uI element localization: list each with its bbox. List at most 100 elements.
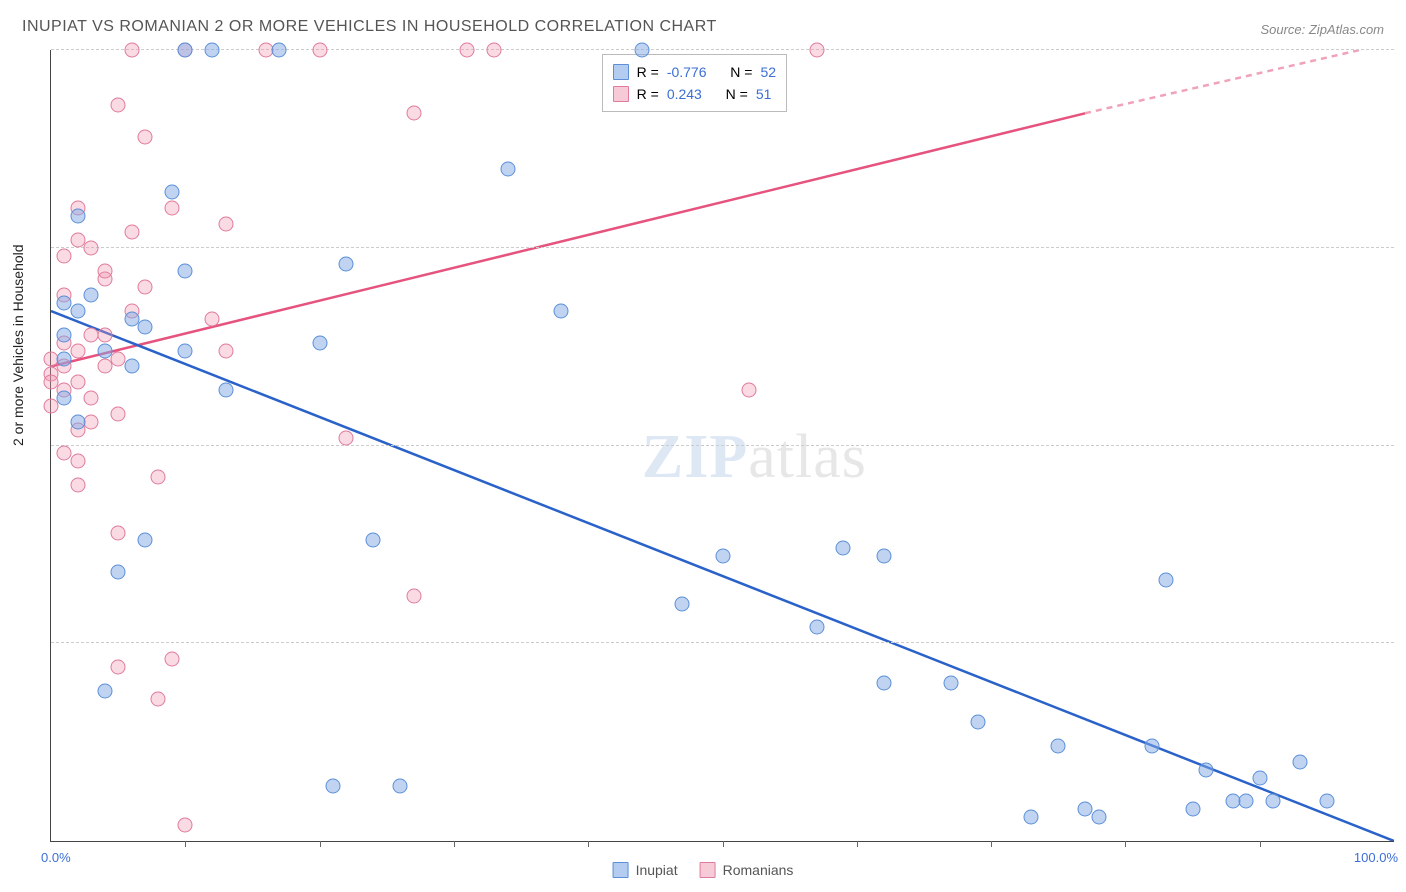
scatter-point-romanians	[84, 414, 99, 429]
grid-line	[51, 247, 1394, 248]
scatter-point-inupiat	[57, 391, 72, 406]
scatter-point-inupiat	[1145, 739, 1160, 754]
x-tick	[723, 841, 724, 847]
scatter-point-romanians	[84, 240, 99, 255]
scatter-point-romanians	[406, 106, 421, 121]
x-axis-max-label: 100.0%	[1354, 850, 1398, 865]
watermark: ZIPatlas	[642, 422, 867, 493]
watermark-zip: ZIP	[642, 423, 748, 491]
scatter-point-romanians	[312, 43, 327, 58]
scatter-point-inupiat	[138, 319, 153, 334]
scatter-point-inupiat	[1239, 794, 1254, 809]
grid-line	[51, 642, 1394, 643]
scatter-point-inupiat	[164, 185, 179, 200]
x-tick	[454, 841, 455, 847]
scatter-point-inupiat	[57, 351, 72, 366]
scatter-point-inupiat	[124, 359, 139, 374]
scatter-point-inupiat	[500, 161, 515, 176]
scatter-point-romanians	[178, 818, 193, 833]
scatter-point-romanians	[809, 43, 824, 58]
scatter-point-inupiat	[1051, 739, 1066, 754]
scatter-point-inupiat	[178, 43, 193, 58]
scatter-point-inupiat	[1319, 794, 1334, 809]
scatter-point-inupiat	[554, 304, 569, 319]
scatter-point-inupiat	[326, 778, 341, 793]
n-label: N =	[730, 61, 752, 83]
scatter-point-inupiat	[1185, 802, 1200, 817]
scatter-point-inupiat	[70, 414, 85, 429]
trend-lines-svg	[51, 50, 1394, 841]
scatter-point-romanians	[205, 311, 220, 326]
scatter-point-romanians	[97, 359, 112, 374]
scatter-point-romanians	[57, 248, 72, 263]
chart-plot-area: ZIPatlas 0.0% 100.0% R = -0.776 N = 52 R…	[50, 50, 1394, 842]
scatter-point-romanians	[138, 130, 153, 145]
legend-item-inupiat: Inupiat	[613, 862, 678, 878]
scatter-point-inupiat	[634, 43, 649, 58]
scatter-point-romanians	[164, 652, 179, 667]
scatter-point-romanians	[138, 280, 153, 295]
x-tick	[1260, 841, 1261, 847]
x-tick	[991, 841, 992, 847]
n-label: N =	[726, 83, 748, 105]
scatter-point-inupiat	[97, 343, 112, 358]
swatch-blue-icon	[613, 64, 629, 80]
scatter-point-inupiat	[111, 565, 126, 580]
scatter-point-inupiat	[1024, 810, 1039, 825]
y-axis-label: 2 or more Vehicles in Household	[10, 244, 26, 446]
x-tick	[588, 841, 589, 847]
scatter-point-romanians	[111, 659, 126, 674]
scatter-point-inupiat	[178, 343, 193, 358]
scatter-point-romanians	[124, 43, 139, 58]
legend-row-pink: R = 0.243 N = 51	[613, 83, 776, 105]
scatter-point-inupiat	[339, 256, 354, 271]
scatter-point-romanians	[111, 98, 126, 113]
scatter-point-romanians	[84, 391, 99, 406]
scatter-point-romanians	[218, 217, 233, 232]
scatter-point-inupiat	[84, 288, 99, 303]
scatter-point-inupiat	[138, 533, 153, 548]
scatter-point-inupiat	[1091, 810, 1106, 825]
series-legend: Inupiat Romanians	[613, 862, 794, 878]
scatter-point-inupiat	[218, 383, 233, 398]
legend-label-romanians: Romanians	[723, 862, 794, 878]
n-value-pink: 51	[756, 83, 772, 105]
scatter-point-inupiat	[675, 596, 690, 611]
scatter-point-inupiat	[178, 264, 193, 279]
r-value-pink: 0.243	[667, 83, 702, 105]
x-tick	[320, 841, 321, 847]
scatter-point-inupiat	[70, 209, 85, 224]
scatter-point-inupiat	[57, 327, 72, 342]
correlation-legend: R = -0.776 N = 52 R = 0.243 N = 51	[602, 54, 787, 112]
scatter-point-inupiat	[970, 715, 985, 730]
grid-line	[51, 49, 1394, 50]
x-tick	[857, 841, 858, 847]
scatter-point-romanians	[164, 201, 179, 216]
scatter-point-inupiat	[1292, 754, 1307, 769]
scatter-point-romanians	[70, 454, 85, 469]
scatter-point-romanians	[406, 588, 421, 603]
scatter-point-inupiat	[715, 549, 730, 564]
n-value-blue: 52	[760, 61, 776, 83]
scatter-point-romanians	[742, 383, 757, 398]
scatter-point-romanians	[44, 398, 59, 413]
scatter-point-inupiat	[876, 675, 891, 690]
scatter-point-inupiat	[366, 533, 381, 548]
scatter-point-inupiat	[809, 620, 824, 635]
scatter-point-romanians	[460, 43, 475, 58]
scatter-point-romanians	[218, 343, 233, 358]
scatter-point-inupiat	[876, 549, 891, 564]
scatter-point-romanians	[111, 406, 126, 421]
scatter-point-romanians	[97, 264, 112, 279]
x-axis-min-label: 0.0%	[41, 850, 71, 865]
scatter-point-inupiat	[943, 675, 958, 690]
scatter-point-inupiat	[836, 541, 851, 556]
scatter-point-romanians	[70, 343, 85, 358]
watermark-atlas: atlas	[748, 423, 867, 491]
scatter-point-inupiat	[1198, 762, 1213, 777]
x-tick	[185, 841, 186, 847]
scatter-point-romanians	[339, 430, 354, 445]
scatter-point-inupiat	[70, 304, 85, 319]
scatter-point-romanians	[124, 224, 139, 239]
r-label: R =	[637, 61, 659, 83]
